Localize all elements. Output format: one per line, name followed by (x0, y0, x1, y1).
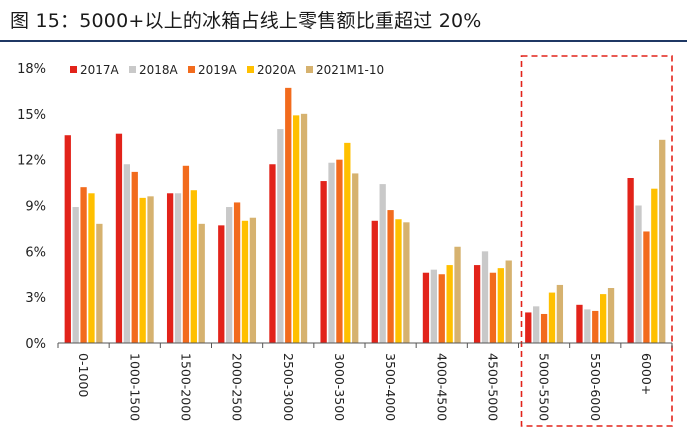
y-tick-label: 9% (25, 200, 46, 215)
bar-2021M1-10-2000-2500 (249, 217, 257, 343)
bar-2017A-2500-3000 (269, 164, 276, 343)
x-tick-label: 2500-3000 (281, 353, 296, 421)
bar-2020A-5500-6000 (600, 294, 607, 343)
bar-2019A-6000+ (643, 231, 650, 343)
bar-2020A-0-1000 (88, 193, 95, 343)
highlight-box (520, 55, 673, 427)
bar-2019A-5500-6000 (592, 310, 599, 343)
legend-swatch-2017A (70, 66, 77, 73)
bar-2020A-6000+ (651, 188, 658, 343)
bar-2021M1-10-5000-5500 (556, 284, 564, 343)
legend-swatch-2019A (188, 66, 195, 73)
legend-swatch-2018A (129, 66, 136, 73)
bar-2019A-1500-2000 (182, 165, 190, 343)
legend-swatch-2021M1-10 (306, 66, 313, 73)
bar-2019A-3500-4000 (387, 210, 394, 343)
bar-2021M1-10-3000-3500 (352, 173, 359, 343)
legend-label-2019A: 2019A (198, 63, 238, 77)
bar-2019A-4000-4500 (438, 274, 445, 343)
bar-2021M1-10-2500-3000 (300, 113, 308, 343)
y-tick-label: 15% (17, 108, 46, 123)
bar-2018A-1500-2000 (174, 193, 182, 343)
x-tick-label: 3500-4000 (383, 353, 398, 421)
legend-label-2020A: 2020A (257, 63, 297, 77)
y-tick-label: 18% (17, 62, 46, 77)
bar-2020A-1500-2000 (190, 190, 197, 343)
bar-2019A-2000-2500 (233, 202, 241, 343)
legend-label-2021M1-10: 2021M1-10 (316, 63, 384, 77)
legend-swatch-2020A (247, 66, 254, 73)
bar-2020A-3500-4000 (395, 219, 402, 343)
bar-2019A-3000-3500 (336, 159, 343, 343)
bar-2020A-4500-5000 (497, 268, 504, 343)
bar-2021M1-10-3500-4000 (403, 222, 410, 343)
x-tick-label: 4000-4500 (434, 353, 449, 421)
y-tick-label: 6% (25, 245, 46, 260)
bar-2021M1-10-4500-5000 (505, 260, 512, 343)
x-tick-label: 0-1000 (76, 353, 91, 397)
bar-2019A-5000-5500 (540, 313, 548, 343)
bar-2018A-0-1000 (72, 207, 79, 343)
bar-2018A-2000-2500 (226, 207, 233, 343)
y-tick-label: 12% (17, 154, 46, 169)
bar-2021M1-10-1000-1500 (147, 196, 154, 343)
x-tick-label: 1000-1500 (127, 353, 142, 421)
bar-2018A-5000-5500 (533, 306, 540, 343)
figure-title: 图 15：5000+以上的冰箱占线上零售额比重超过 20% (10, 10, 482, 32)
bar-2018A-4500-5000 (481, 251, 489, 343)
bar-2017A-6000+ (627, 178, 634, 343)
bar-2017A-5500-6000 (576, 304, 583, 343)
y-tick-label: 0% (25, 337, 46, 352)
bar-2020A-5000-5500 (548, 292, 556, 343)
bar-2020A-3000-3500 (344, 142, 351, 343)
bar-2019A-4500-5000 (489, 272, 497, 343)
x-tick-label: 5500-6000 (588, 353, 603, 421)
title-rule (0, 40, 687, 42)
bar-2019A-2500-3000 (285, 87, 292, 343)
bar-2017A-2000-2500 (218, 225, 225, 343)
bar-2018A-3000-3500 (328, 162, 335, 343)
bar-2021M1-10-4000-4500 (454, 246, 461, 343)
x-tick-label: 4500-5000 (485, 353, 500, 421)
bar-2017A-4000-4500 (422, 272, 430, 343)
legend-label-2017A: 2017A (80, 63, 120, 77)
bar-2021M1-10-5500-6000 (607, 288, 615, 343)
bar-2018A-3500-4000 (379, 184, 386, 343)
bar-2020A-1000-1500 (139, 197, 146, 343)
bar-2021M1-10-6000+ (659, 139, 666, 343)
bar-2017A-1500-2000 (166, 193, 174, 343)
bar-2017A-1000-1500 (115, 133, 123, 343)
x-tick-label: 6000+ (639, 353, 654, 395)
bar-2021M1-10-1500-2000 (198, 223, 205, 343)
bar-2020A-2000-2500 (241, 220, 249, 343)
bar-2017A-3500-4000 (371, 220, 378, 343)
bar-2018A-1000-1500 (123, 164, 130, 343)
bar-2018A-6000+ (635, 205, 642, 343)
bar-2017A-4500-5000 (473, 265, 481, 343)
x-tick-label: 1500-2000 (178, 353, 193, 421)
bar-2017A-0-1000 (64, 135, 71, 343)
bar-2020A-2500-3000 (293, 115, 300, 343)
bar-2019A-0-1000 (80, 187, 87, 343)
bar-2018A-4000-4500 (430, 269, 437, 343)
x-tick-label: 5000-5500 (537, 353, 552, 421)
bar-2018A-2500-3000 (277, 129, 284, 343)
bar-2017A-3000-3500 (320, 181, 327, 343)
bar-2018A-5500-6000 (584, 309, 591, 343)
bar-2019A-1000-1500 (131, 171, 138, 343)
bar-2017A-5000-5500 (525, 312, 532, 343)
legend-label-2018A: 2018A (139, 63, 179, 77)
x-tick-label: 3000-3500 (332, 353, 347, 421)
x-tick-label: 2000-2500 (230, 353, 245, 421)
y-tick-label: 3% (25, 291, 46, 306)
bar-2021M1-10-0-1000 (96, 223, 103, 343)
bar-2020A-4000-4500 (446, 265, 453, 343)
